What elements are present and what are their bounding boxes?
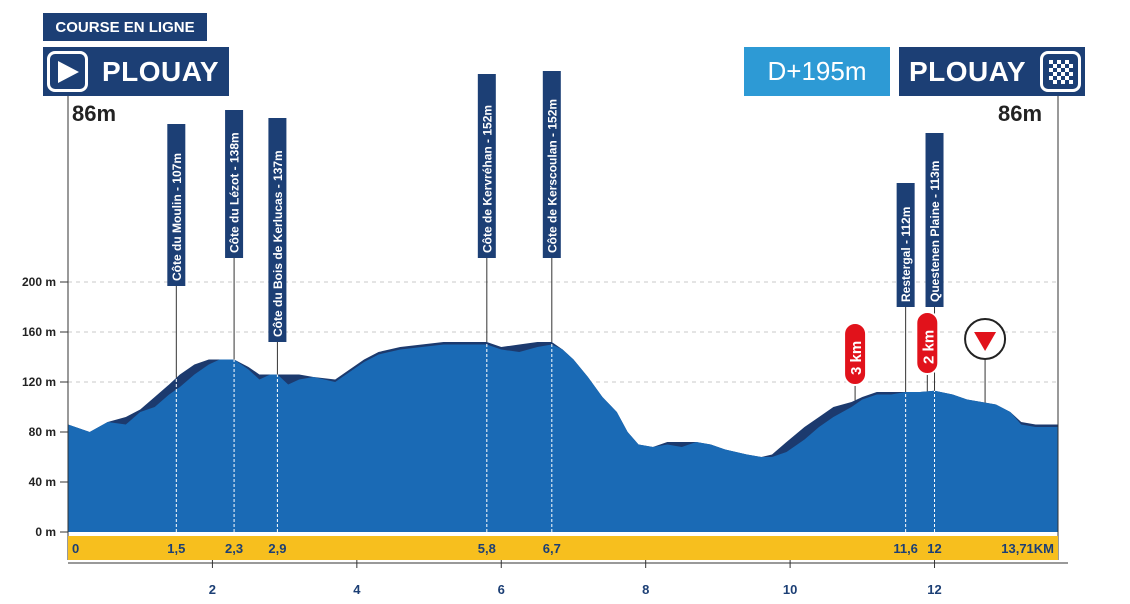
climb-label-box	[477, 74, 496, 258]
climb-label-box	[896, 183, 915, 307]
distance-label: 5,8	[478, 541, 496, 556]
x-tick-label: 4	[353, 582, 361, 597]
y-tick-label: 120 m	[22, 375, 56, 389]
km-marker-label: 3 km	[848, 341, 865, 375]
distance-label: 11,6	[893, 541, 918, 556]
finish-city-banner: PLOUAY	[899, 47, 1085, 96]
y-tick-label: 160 m	[22, 325, 56, 339]
x-tick-label: 6	[498, 582, 505, 597]
climb-label: Côte du Lézot - 138m	[225, 110, 244, 258]
start-city-banner: PLOUAY	[43, 47, 229, 96]
finish-city-name: PLOUAY	[908, 55, 1027, 87]
x-tick-label: 8	[642, 582, 649, 597]
distance-label: 6,7	[543, 541, 561, 556]
distance-label: 13,71KM	[1001, 541, 1054, 556]
km-marker-label: 2 km	[920, 330, 937, 364]
y-tick-label: 200 m	[22, 275, 56, 289]
flamme-rouge-triangle-icon	[974, 332, 997, 351]
profile-area	[68, 344, 1058, 532]
climb-label-text: Côte du Lézot - 138m	[228, 132, 242, 253]
climb-label-text: Questenen Plaine - 113m	[928, 161, 942, 302]
distance-label: 2,9	[268, 541, 286, 556]
climb-label-box	[268, 118, 287, 342]
elevation-gain-badge: D+195m	[744, 47, 890, 96]
profile-shadow-area	[68, 342, 1058, 532]
distance-label: 12	[927, 541, 941, 556]
x-tick-label: 2	[209, 582, 216, 597]
distance-label: 0	[72, 541, 79, 556]
x-tick-label: 12	[927, 582, 941, 597]
flamme-rouge-icon	[964, 318, 1007, 360]
distance-label: 2,3	[225, 541, 243, 556]
course-type-badge: COURSE EN LIGNE	[43, 13, 207, 41]
start-altitude: 86m	[72, 101, 117, 126]
distance-label: 1,5	[167, 541, 185, 556]
climb-label: Côte de Kervréhan - 152m	[477, 74, 496, 258]
climb-label-box	[167, 124, 186, 286]
climb-label-text: Côte de Kerscoulan - 152m	[545, 99, 559, 253]
play-arrow-icon	[47, 51, 88, 92]
start-city-name: PLOUAY	[101, 55, 220, 87]
climb-label-text: Côte du Moulin - 107m	[170, 153, 184, 281]
climb-label: Côte de Kerscoulan - 152m	[542, 71, 561, 258]
climb-label-box	[925, 133, 944, 307]
km-marker-pill	[915, 311, 940, 375]
finish-altitude: 86m	[998, 101, 1043, 126]
climb-label: Restergal - 112m	[896, 183, 915, 307]
y-tick-label: 0 m	[35, 525, 56, 539]
distance-bar	[68, 536, 1058, 560]
y-tick-label: 80 m	[29, 425, 56, 439]
climb-label-text: Restergal - 112m	[899, 207, 913, 302]
y-tick-label: 40 m	[29, 475, 56, 489]
climb-label: Côte du Moulin - 107m	[167, 124, 186, 286]
climb-label-text: Côte du Bois de Kerlucas - 137m	[271, 150, 285, 337]
climb-label: Côte du Bois de Kerlucas - 137m	[268, 118, 287, 342]
climb-label: Questenen Plaine - 113m	[925, 133, 944, 307]
climb-label-box	[225, 110, 244, 258]
checkered-flag-icon	[1040, 51, 1081, 92]
x-tick-label: 10	[783, 582, 797, 597]
climb-label-box	[542, 71, 561, 258]
km-marker-pill	[843, 322, 868, 386]
climb-label-text: Côte de Kervréhan - 152m	[480, 105, 494, 253]
